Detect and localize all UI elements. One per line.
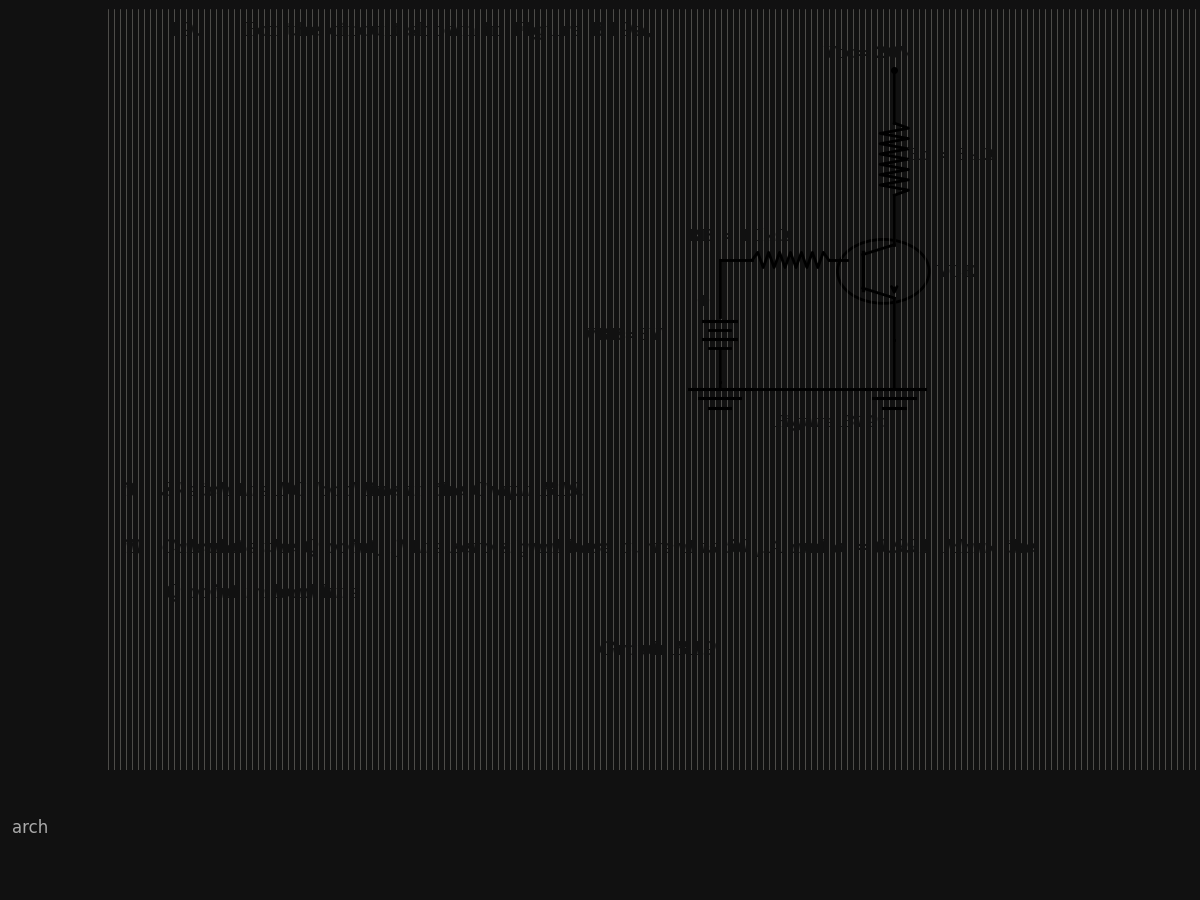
Text: Rc = 3kΩ: Rc = 3kΩ [907,147,995,164]
Text: ii)   Calculate the Q point, if the zero signal base current is 50 μA and α = 0.: ii) Calculate the Q point, if the zero s… [121,538,1037,557]
Text: 19.: 19. [168,22,202,40]
Text: RB = 10kΩ: RB = 10kΩ [686,228,790,245]
Text: Q point in load line.: Q point in load line. [121,584,366,602]
Text: Graph B19: Graph B19 [600,642,718,660]
Text: +: + [696,292,710,310]
Text: VCE: VCE [936,264,974,281]
Text: For the circuit shown in Figure B19a,: For the circuit shown in Figure B19a, [245,22,653,40]
Text: arch: arch [12,819,48,837]
Text: i)    Sketch the DC load line in the Graph B19.: i) Sketch the DC load line in the Graph … [121,482,587,500]
Text: Figure B19a: Figure B19a [774,414,889,431]
Text: Vcc= 20V: Vcc= 20V [823,45,912,62]
Text: VBB=3V: VBB=3V [583,327,662,344]
